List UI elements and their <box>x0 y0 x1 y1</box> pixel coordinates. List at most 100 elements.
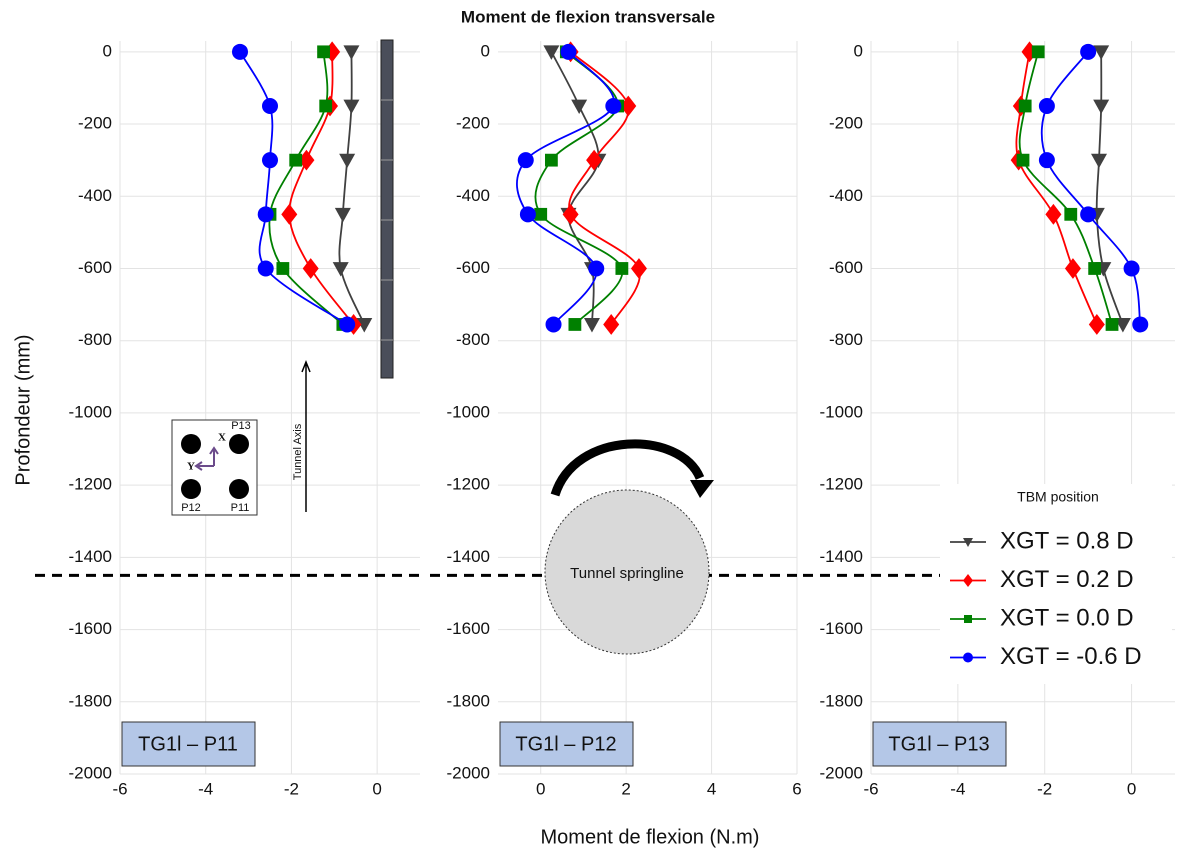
marker <box>1045 203 1062 225</box>
y-tick-label: -1600 <box>820 619 863 638</box>
y-tick-label: -1000 <box>820 402 863 421</box>
marker <box>1031 45 1045 59</box>
marker <box>276 262 290 275</box>
marker <box>583 318 600 333</box>
y-tick-label: -1600 <box>69 619 112 638</box>
x-tick-label: 6 <box>792 779 801 798</box>
y-tick-label: -1000 <box>69 402 112 421</box>
y-tick-label: -1600 <box>447 619 490 638</box>
legend-entry: XGT = -0.6 D <box>1000 643 1142 670</box>
chart-title: Moment de flexion transversale <box>461 7 715 26</box>
marker <box>1093 99 1110 114</box>
y-tick-label: -1400 <box>69 547 112 566</box>
y-tick-label: -1000 <box>447 402 490 421</box>
marker <box>1132 316 1149 333</box>
y-tick-label: -1800 <box>820 691 863 710</box>
marker <box>257 206 274 223</box>
y-tick-label: -800 <box>456 330 490 349</box>
marker <box>339 153 356 169</box>
y-tick-label: 0 <box>854 41 863 60</box>
marker <box>620 95 637 117</box>
marker <box>1088 262 1102 275</box>
panel-label: TG1l – P12 <box>515 733 616 755</box>
x-tick-label: 0 <box>372 779 381 798</box>
panel-label-box <box>121 721 256 767</box>
marker <box>562 203 579 225</box>
marker <box>519 206 536 223</box>
x-tick-label: -2 <box>1037 779 1052 798</box>
marker <box>571 99 588 114</box>
marker <box>298 149 315 171</box>
y-tick-label: -200 <box>829 114 863 133</box>
series-line <box>1040 51 1142 325</box>
marker <box>615 262 629 275</box>
x-tick-label: -4 <box>950 779 965 798</box>
marker <box>543 45 560 60</box>
pile-layout-inset: X Y P13 P12 P11 Tunnel Axis <box>171 359 311 516</box>
marker <box>1080 206 1097 223</box>
y-tick-label: -800 <box>78 330 112 349</box>
marker <box>257 260 274 277</box>
legend-entry: XGT = 0.2 D <box>1000 566 1134 593</box>
y-tick-label: -200 <box>78 114 112 133</box>
legend-entry: XGT = 0.0 D <box>1000 604 1134 631</box>
x-tick-label: 4 <box>707 779 716 798</box>
marker <box>1091 153 1107 169</box>
y-tick-label: -1200 <box>447 475 490 494</box>
panel-label: TG1l – P13 <box>888 733 989 755</box>
marker <box>1038 97 1055 114</box>
legend-title: TBM position <box>1017 489 1099 505</box>
x-tick-label: 0 <box>1127 779 1136 798</box>
series-line <box>516 51 615 326</box>
springline-label: Tunnel springline <box>570 565 684 582</box>
y-tick-label: -1800 <box>69 691 112 710</box>
y-tick-label: -800 <box>829 330 863 349</box>
tunnel: Tunnel springline <box>544 439 714 655</box>
marker <box>1016 153 1030 167</box>
inset-label: X <box>218 432 226 444</box>
legend-marker <box>964 615 972 623</box>
y-tick-label: -400 <box>829 186 863 205</box>
y-tick-label: 0 <box>481 41 490 60</box>
legend-marker <box>963 574 973 587</box>
marker <box>343 99 360 114</box>
marker <box>289 153 303 167</box>
panel-label-box <box>872 721 1007 767</box>
marker <box>586 149 603 171</box>
y-tick-label: -400 <box>456 186 490 205</box>
marker <box>319 99 333 113</box>
y-tick-label: -1200 <box>820 475 863 494</box>
series-line <box>534 51 624 326</box>
marker <box>588 260 605 277</box>
legend-marker <box>963 538 973 547</box>
marker <box>568 318 582 331</box>
marker <box>1105 318 1119 331</box>
y-tick-label: -2000 <box>69 763 112 782</box>
marker <box>1064 258 1081 279</box>
legend <box>940 484 1172 684</box>
y-tick-label: -600 <box>829 258 863 277</box>
marker <box>630 258 647 279</box>
y-tick-label: -600 <box>78 258 112 277</box>
inset-label: Y <box>187 461 195 473</box>
marker <box>517 152 534 169</box>
x-tick-label: 2 <box>621 779 630 798</box>
tunnel-axis-label: Tunnel Axis <box>292 423 304 480</box>
y-tick-label: -1800 <box>447 691 490 710</box>
series-line <box>338 51 366 325</box>
y-tick-label: -1400 <box>447 547 490 566</box>
marker <box>1114 318 1131 333</box>
marker <box>281 203 298 225</box>
y-tick-label: -400 <box>78 186 112 205</box>
marker <box>262 97 278 114</box>
marker <box>605 97 622 114</box>
series-line <box>568 51 641 325</box>
marker <box>603 314 620 335</box>
marker <box>1093 45 1110 60</box>
marker <box>544 153 558 167</box>
y-tick-label: -2000 <box>447 763 490 782</box>
x-axis-label: Moment de flexion (N.m) <box>541 826 760 848</box>
marker <box>332 262 349 277</box>
marker <box>1088 314 1105 335</box>
